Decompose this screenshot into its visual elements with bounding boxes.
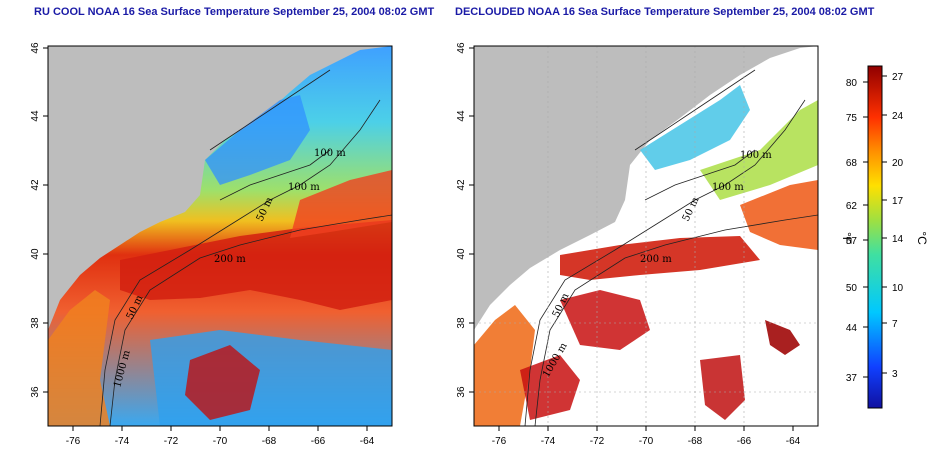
left-lat-tick-label: 42 [30,179,41,191]
left-ocean [48,46,392,426]
left-warm-water [120,220,392,310]
colorbar-c-tick: 20 [892,158,904,169]
right-lon-tick-label: -68 [688,436,703,447]
left-contour-label-100m-a: 100 m [314,148,346,159]
colorbar-f-tick: 57 [846,236,858,247]
right-lat-tick-label: 46 [456,42,467,54]
colorbar-c-tick: 14 [892,234,904,245]
colorbar-f-tick: 62 [846,201,858,212]
right-lon-tick-label: -70 [639,436,654,447]
left-lat-tick-label: 44 [30,110,41,122]
right-lon-tick-label: -66 [737,436,752,447]
left-lat-ticks: 46 44 42 40 38 36 [30,42,48,398]
right-contour-label-100m-b: 100 m [712,182,744,193]
colorbar-fahrenheit-label: °F [840,232,854,244]
right-grid [474,46,818,426]
right-lat-tick-label: 38 [456,317,467,329]
right-lon-tick-label: -64 [786,436,801,447]
colorbar: 80 75 68 62 57 50 44 37 27 24 20 17 14 1… [840,65,929,409]
right-lon-tick-label: -76 [492,436,507,447]
colorbar-c-tick: 3 [892,369,898,380]
colorbar-f-tick: 68 [846,158,858,169]
right-warm-band [560,236,760,280]
colorbar-fahrenheit-ticks: 80 75 68 62 57 50 44 37 [846,78,868,384]
right-contour-label-200m: 200 m [640,254,672,265]
left-map: 100 m 100 m 50 m 200 m 50 m 1000 m -76 -… [30,42,393,447]
colorbar-c-tick: 17 [892,196,904,207]
colorbar-c-tick: 7 [892,319,898,330]
right-map-title: DECLOUDED NOAA 16 Sea Surface Temperatur… [455,6,875,18]
left-map-title: RU COOL NOAA 16 Sea Surface Temperature … [34,6,435,18]
right-lat-tick-label: 44 [456,110,467,122]
right-coastal-red [520,355,580,420]
left-lon-tick-label: -68 [262,436,277,447]
right-south-red-1 [560,290,650,350]
left-contour-label-100m-b: 100 m [288,182,320,193]
right-lat-tick-label: 36 [456,386,467,398]
right-lat-tick-label: 42 [456,179,467,191]
left-lon-tick-label: -66 [311,436,326,447]
left-lat-tick-label: 40 [30,248,41,260]
colorbar-f-tick: 75 [846,113,858,124]
left-gulf-stream [290,170,392,238]
right-south-red-2 [700,355,745,420]
right-map: 100 m 100 m 50 m 200 m 50 m 1000 m [456,42,819,447]
colorbar-f-tick: 80 [846,78,858,89]
colorbar-gradient [867,65,883,409]
colorbar-celsius-label: °C [915,231,929,245]
left-lon-tick-label: -76 [66,436,81,447]
colorbar-c-tick: 27 [892,72,904,83]
right-lon-ticks: -76 -74 -72 -70 -68 -66 -64 [492,426,801,447]
right-contour-label-100m-a: 100 m [740,150,772,161]
colorbar-f-tick: 44 [846,323,858,334]
left-lat-tick-label: 46 [30,42,41,54]
right-lon-tick-label: -74 [541,436,556,447]
right-lat-tick-label: 40 [456,248,467,260]
left-coastal-warm [48,290,110,426]
left-south-red-eddy [185,345,260,420]
right-bathymetry-contours [524,69,818,426]
left-bathymetry-contours [99,69,392,426]
left-lat-tick-label: 36 [30,386,41,398]
left-lon-tick-label: -70 [213,436,228,447]
right-coastal-warm [474,305,535,426]
colorbar-c-tick: 24 [892,111,904,122]
right-lon-tick-label: -72 [590,436,605,447]
left-gulf-of-maine [205,95,310,185]
colorbar-f-tick: 50 [846,283,858,294]
right-gulf-stream [740,180,818,250]
colorbar-f-tick: 37 [846,373,858,384]
left-lon-ticks: -76 -74 -72 -70 -68 -66 -64 [66,426,375,447]
left-lat-tick-label: 38 [30,317,41,329]
left-lon-tick-label: -64 [360,436,375,447]
left-lon-tick-label: -74 [115,436,130,447]
right-lat-ticks: 46 44 42 40 38 36 [456,42,474,398]
left-lon-tick-label: -72 [164,436,179,447]
right-eddy [765,320,800,355]
left-contour-label-200m: 200 m [214,254,246,265]
colorbar-c-tick: 10 [892,283,904,294]
colorbar-celsius-ticks: 27 24 20 17 14 10 7 3 [882,72,904,380]
